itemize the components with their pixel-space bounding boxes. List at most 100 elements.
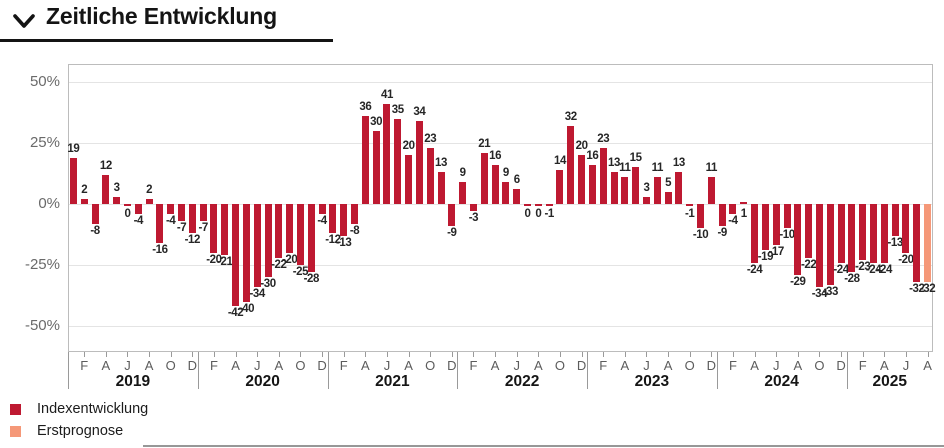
bar-value-label: -1 xyxy=(685,208,695,220)
month-tick-label: D xyxy=(317,358,327,373)
bar-value-label: 2 xyxy=(81,184,88,197)
month-tick-label: F xyxy=(80,358,89,373)
legend-label-index: Indexentwicklung xyxy=(37,401,149,417)
bar-indexentwicklung xyxy=(188,204,196,234)
month-tick-label: J xyxy=(124,358,131,373)
bar-value-label: 2 xyxy=(146,184,153,197)
month-tick-label: A xyxy=(793,358,803,373)
month-tick xyxy=(343,352,345,357)
bar-indexentwicklung xyxy=(870,204,878,263)
month-tick xyxy=(127,352,129,357)
month-tick xyxy=(322,352,324,357)
bar-value-label: -10 xyxy=(692,229,709,242)
month-tick-label: A xyxy=(534,358,543,373)
month-tick xyxy=(170,352,172,357)
section-collapse-header[interactable]: Zeitliche Entwicklung xyxy=(0,0,340,40)
bar-value-label: -25 xyxy=(292,266,309,278)
gridline xyxy=(69,326,932,327)
bar-value-label: 0 xyxy=(124,208,131,220)
month-tick xyxy=(386,352,388,357)
y-axis-tick-label: 0% xyxy=(38,195,60,212)
month-tick xyxy=(278,352,280,357)
bar-indexentwicklung xyxy=(761,204,769,251)
bar-value-label: -34 xyxy=(249,287,266,300)
bar-indexentwicklung xyxy=(794,204,802,275)
month-tick-label: F xyxy=(209,358,218,373)
month-tick xyxy=(819,352,821,357)
month-tick-label: D xyxy=(706,358,717,373)
month-tick xyxy=(516,352,518,357)
bar-indexentwicklung xyxy=(805,204,813,258)
month-tick xyxy=(668,352,670,357)
bar-indexentwicklung xyxy=(221,204,229,256)
bar-indexentwicklung xyxy=(783,204,791,229)
year-separator xyxy=(846,352,848,389)
month-tick-label: D xyxy=(836,358,846,373)
month-tick-label: A xyxy=(620,358,630,373)
bar-indexentwicklung xyxy=(578,155,586,204)
month-tick xyxy=(603,352,605,357)
month-tick-label: A xyxy=(880,358,889,373)
section-divider xyxy=(143,445,944,447)
bar-value-label: 13 xyxy=(672,157,685,170)
month-tick xyxy=(581,352,583,357)
month-tick xyxy=(646,352,648,357)
bar-indexentwicklung xyxy=(329,204,337,234)
bar-indexentwicklung xyxy=(318,204,326,214)
y-axis-tick-label: -50% xyxy=(24,317,60,334)
month-tick-label: A xyxy=(101,358,111,373)
bar-value-label: -32 xyxy=(909,283,925,296)
bar-indexentwicklung xyxy=(469,204,477,212)
bar-indexentwicklung xyxy=(556,169,564,204)
bar-value-label: 3 xyxy=(643,181,650,194)
bar-indexentwicklung xyxy=(642,196,650,204)
bar-indexentwicklung xyxy=(307,204,315,273)
month-tick-label: O xyxy=(684,358,695,373)
bar-indexentwicklung xyxy=(232,204,240,307)
bar-indexentwicklung xyxy=(729,204,737,214)
year-label: 2019 xyxy=(115,373,151,390)
bar-indexentwicklung xyxy=(815,204,823,287)
bar-value-label: -32 xyxy=(919,283,936,296)
bar-indexentwicklung xyxy=(588,164,596,204)
bar-value-label: -12 xyxy=(184,234,201,247)
bar-value-label: 3 xyxy=(113,181,120,194)
year-label: 2023 xyxy=(634,373,670,390)
bar-value-label: 20 xyxy=(402,140,415,153)
bar-value-label: 32 xyxy=(564,110,577,123)
bar-value-label: -20 xyxy=(206,253,222,266)
bar-value-label: -21 xyxy=(217,256,233,269)
bar-value-label: 11 xyxy=(705,162,718,175)
bar-indexentwicklung xyxy=(913,204,921,283)
month-tick xyxy=(732,352,734,357)
bar-value-label: 9 xyxy=(459,167,466,180)
month-tick xyxy=(538,352,540,357)
legend-swatch-index xyxy=(10,404,21,415)
month-tick-label: J xyxy=(643,358,650,373)
month-tick xyxy=(776,352,778,357)
month-tick xyxy=(559,352,561,357)
month-tick xyxy=(495,352,497,357)
month-tick xyxy=(797,352,799,357)
bar-indexentwicklung xyxy=(772,204,780,246)
bar-indexentwicklung xyxy=(459,182,467,204)
bar-indexentwicklung xyxy=(664,191,672,204)
bar-value-label: -24 xyxy=(833,263,849,276)
bar-indexentwicklung xyxy=(113,196,121,204)
bar-value-label: -7 xyxy=(198,222,208,235)
bar-value-label: -24 xyxy=(746,263,763,276)
month-tick-label: A xyxy=(274,358,284,373)
month-tick-label: A xyxy=(404,358,413,373)
gridline xyxy=(69,265,932,266)
month-tick-label: A xyxy=(361,358,370,373)
year-separator xyxy=(587,352,588,389)
bar-indexentwicklung xyxy=(848,204,856,273)
bar-value-label: -17 xyxy=(768,246,785,259)
month-tick xyxy=(149,352,151,357)
y-axis-tick-label: 50% xyxy=(29,73,60,90)
bar-value-label: 11 xyxy=(619,162,631,175)
bar-value-label: 12 xyxy=(99,159,112,172)
year-separator xyxy=(327,352,329,389)
chevron-down-icon[interactable] xyxy=(10,9,38,33)
